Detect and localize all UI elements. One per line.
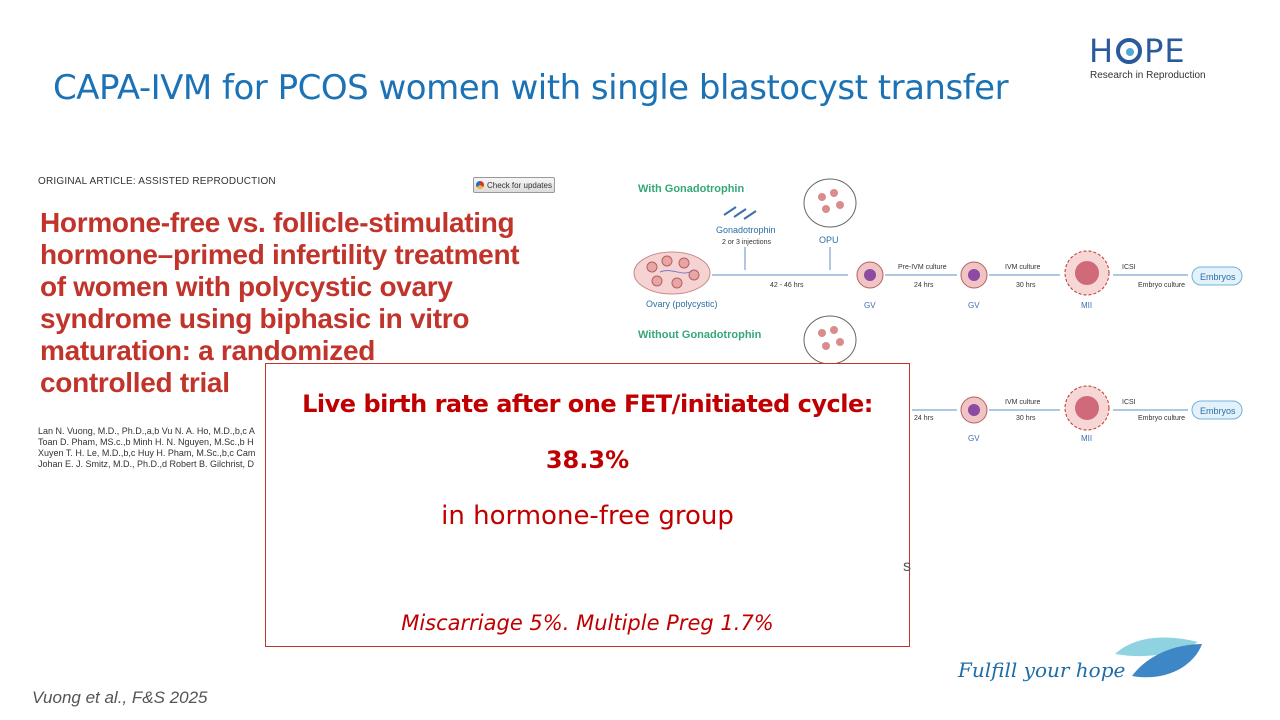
- leaf-logo-icon: [1115, 637, 1202, 678]
- logo-wordmark-right: PE: [1144, 32, 1186, 70]
- embryos-pill: [1191, 266, 1243, 286]
- stage-mii-label: MII: [1081, 434, 1092, 443]
- paper-author-line: Johan E. J. Smitz, M.D., Ph.D.,d Robert …: [38, 459, 255, 469]
- tagline: Fulfill your hope: [958, 658, 1126, 682]
- pre-ivm-label: Pre-IVM culture: [898, 264, 947, 271]
- live-birth-rate-value: 38.3%: [545, 446, 630, 474]
- ivm-label: IVM culture: [1005, 399, 1041, 406]
- paper-title-line: controlled trial: [40, 367, 230, 398]
- embryo-culture-label: Embryo culture: [1138, 415, 1185, 422]
- slide-title: CAPA-IVM for PCOS women with single blas…: [53, 68, 1009, 108]
- interval-label: 42 - 46 hrs: [770, 282, 804, 289]
- paper-title-line: of women with polycystic ovary: [40, 271, 453, 302]
- paper-category: ORIGINAL ARTICLE: ASSISTED REPRODUCTION: [38, 176, 276, 187]
- result-group-label: in hormone-free group: [441, 501, 734, 531]
- oocyte-nucleus-icon: [864, 269, 876, 281]
- without-gonadotrophin-header: Without Gonadotrophin: [638, 329, 762, 341]
- with-gonadotrophin-header: With Gonadotrophin: [638, 183, 744, 195]
- stage-gv-label: GV: [968, 434, 980, 443]
- stage-gv-label: GV: [864, 301, 876, 310]
- icsi-label: ICSI: [1122, 399, 1136, 406]
- check-updates-label: Check for updates: [487, 180, 552, 190]
- stage-mii-label: MII: [1081, 301, 1092, 310]
- embryo-culture-label: Embryo culture: [1138, 282, 1185, 289]
- syringes-icon: [723, 206, 757, 220]
- paper-title: Hormone-free vs. follicle-stimulating ho…: [40, 207, 560, 399]
- logo-wordmark-left: H: [1089, 32, 1115, 70]
- embryos-label: Embryos: [1200, 406, 1236, 416]
- ovary-icon: [633, 251, 711, 295]
- ivm-time: 30 hrs: [1016, 282, 1036, 289]
- paper-author-line: Lan N. Vuong, M.D., Ph.D.,a,b Vu N. A. H…: [38, 426, 255, 436]
- opu-label: OPU: [819, 235, 839, 245]
- embryos-pill: [1191, 400, 1243, 420]
- oocyte-nucleus-icon: [968, 404, 980, 416]
- partial-text: s: [903, 558, 911, 575]
- eye-o-icon: [1116, 38, 1143, 64]
- paper-title-line: hormone–primed infertility treatment: [40, 239, 520, 270]
- opu-bubble-icon: [803, 178, 857, 228]
- crossmark-icon: [476, 181, 485, 189]
- paper-title-line: syndrome using biphasic in vitro: [40, 303, 470, 334]
- result-callout: Live birth rate after one FET/initiated …: [265, 363, 910, 647]
- oocyte-mii-core-icon: [1075, 396, 1099, 420]
- ivm-label: IVM culture: [1005, 264, 1041, 271]
- ovary-label: Ovary (polycystic): [646, 299, 718, 309]
- embryos-label: Embryos: [1200, 272, 1236, 282]
- paper-author-line: Toan D. Pham, MS.c.,b Minh H. N. Nguyen,…: [38, 437, 254, 447]
- oocyte-mii-core-icon: [1075, 261, 1099, 285]
- oocyte-nucleus-icon: [968, 269, 980, 281]
- injections-label: 2 or 3 injections: [722, 239, 772, 246]
- pre-ivm-time: 24 hrs: [914, 282, 934, 289]
- hope-logo: H PE: [1089, 35, 1186, 67]
- gonadotrophin-label: Gonadotrophin: [716, 225, 776, 235]
- paper-title-line: Hormone-free vs. follicle-stimulating: [40, 207, 515, 238]
- opu-bubble-icon: [803, 315, 857, 365]
- citation: Vuong et al., F&S 2025: [32, 688, 208, 707]
- result-note: Miscarriage 5%. Multiple Preg 1.7%: [401, 611, 774, 635]
- paper-author-line: Xuyen T. H. Le, M.D.,b,c Huy H. Pham, M.…: [38, 448, 256, 458]
- pre-ivm-time: 24 hrs: [914, 415, 934, 422]
- logo-subtitle: Research in Reproduction: [1090, 70, 1206, 81]
- ivm-protocol-diagram: With Gonadotrophin Gonadotrophin 2 or 3 …: [633, 178, 1243, 443]
- result-heading: Live birth rate after one FET/initiated …: [302, 390, 873, 418]
- stage-gv-label: GV: [968, 301, 980, 310]
- paper-title-line: maturation: a randomized: [40, 335, 376, 366]
- icsi-label: ICSI: [1122, 264, 1136, 271]
- check-updates-button[interactable]: Check for updates: [473, 177, 555, 193]
- ivm-time: 30 hrs: [1016, 415, 1036, 422]
